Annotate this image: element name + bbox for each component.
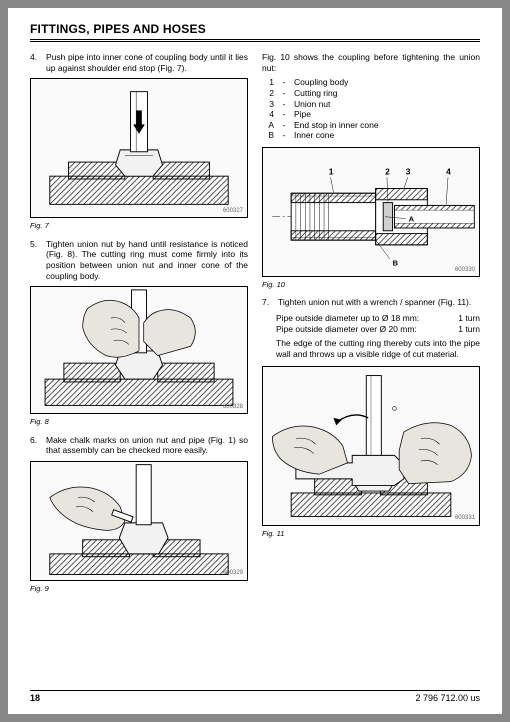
step-5: 5. Tighten union nut by hand until resis…: [30, 239, 248, 282]
page-number: 18: [30, 693, 40, 704]
step-text: Make chalk marks on union nut and pipe (…: [46, 435, 248, 456]
figure-id: 600330: [455, 267, 475, 275]
page: FITTINGS, PIPES AND HOSES 4. Push pipe i…: [8, 8, 502, 714]
step-6: 6. Make chalk marks on union nut and pip…: [30, 435, 248, 456]
step-4: 4. Push pipe into inner cone of coupling…: [30, 52, 248, 73]
header-title: FITTINGS, PIPES AND HOSES: [30, 22, 480, 40]
figure-11: 600331: [262, 366, 480, 526]
step-7: 7. Tighten union nut with a wrench / spa…: [262, 297, 480, 308]
page-header: FITTINGS, PIPES AND HOSES: [30, 22, 480, 42]
step-number: 6.: [30, 435, 42, 456]
figure-9: 600329: [30, 461, 248, 581]
figure-id: 600328: [223, 404, 243, 412]
legend-row: 2-Cutting ring: [262, 88, 480, 99]
right-column: Fig. 10 shows the coupling before tighte…: [262, 52, 480, 601]
figure-id: 600329: [223, 570, 243, 578]
svg-text:B: B: [393, 259, 399, 268]
step-number: 4.: [30, 52, 42, 73]
legend-row: 1-Coupling body: [262, 77, 480, 88]
turns-table: Pipe outside diameter up to Ø 18 mm: 1 t…: [276, 313, 480, 334]
left-column: 4. Push pipe into inner cone of coupling…: [30, 52, 248, 601]
figure-caption: Fig. 7: [30, 221, 248, 230]
legend: 1-Coupling body 2-Cutting ring 3-Union n…: [262, 77, 480, 141]
doc-number: 2 796 712.00 us: [415, 693, 480, 704]
figure-8: 600328: [30, 286, 248, 414]
figure-caption: Fig. 8: [30, 417, 248, 426]
figure-caption: Fig. 10: [262, 280, 480, 289]
figure-id: 600327: [223, 208, 243, 216]
step-number: 7.: [262, 297, 274, 308]
step-text: Push pipe into inner cone of coupling bo…: [46, 52, 248, 73]
svg-text:3: 3: [406, 166, 411, 176]
svg-text:4: 4: [446, 166, 451, 176]
svg-text:2: 2: [385, 166, 390, 176]
figure-caption: Fig. 9: [30, 584, 248, 593]
legend-row: 3-Union nut: [262, 99, 480, 110]
step-number: 5.: [30, 239, 42, 282]
figure-id: 600331: [455, 515, 475, 523]
legend-row: 4-Pipe: [262, 109, 480, 120]
step7-note: The edge of the cutting ring thereby cut…: [276, 338, 480, 359]
legend-row: B-Inner cone: [262, 130, 480, 141]
step-text: Tighten union nut with a wrench / spanne…: [278, 297, 480, 308]
figure-caption: Fig. 11: [262, 529, 480, 538]
fig10-intro: Fig. 10 shows the coupling before tighte…: [262, 52, 480, 73]
page-footer: 18 2 796 712.00 us: [30, 690, 480, 704]
figure-7: 600327: [30, 78, 248, 218]
figure-10: 1 2 3 4 A B 600330: [262, 147, 480, 277]
svg-text:A: A: [409, 214, 415, 223]
turns-row: Pipe outside diameter over Ø 20 mm: 1 tu…: [276, 324, 480, 335]
step-text: Tighten union nut by hand until resistan…: [46, 239, 248, 282]
content-columns: 4. Push pipe into inner cone of coupling…: [30, 52, 480, 601]
turns-row: Pipe outside diameter up to Ø 18 mm: 1 t…: [276, 313, 480, 324]
svg-text:1: 1: [329, 166, 334, 176]
legend-row: A-End stop in inner cone: [262, 120, 480, 131]
